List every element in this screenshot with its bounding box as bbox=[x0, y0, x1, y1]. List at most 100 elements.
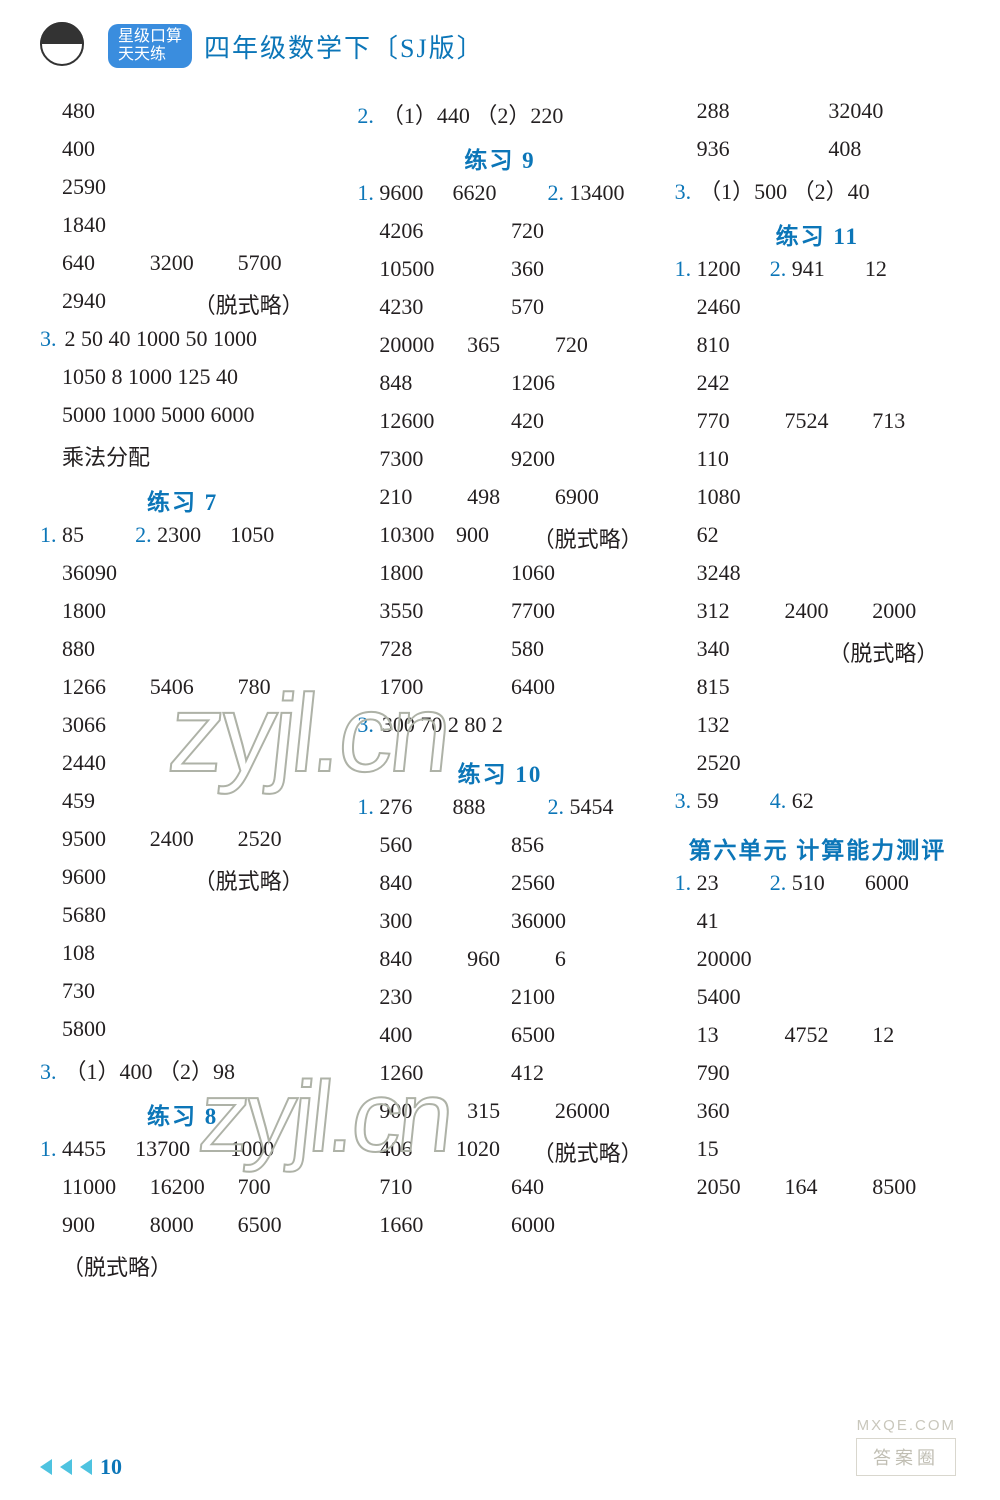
answer-cell: 8500 bbox=[872, 1174, 960, 1200]
answer-row: 41 bbox=[675, 908, 960, 946]
answer-cell: 9200 bbox=[511, 446, 643, 472]
answer-row: 1050 8 1000 125 40 bbox=[40, 364, 325, 402]
answer-cell: 9600 bbox=[62, 864, 194, 896]
answer-cell: 3248 bbox=[697, 560, 741, 586]
answer-cell: 459 bbox=[62, 788, 95, 814]
answer-row: 242 bbox=[675, 370, 960, 408]
column-3: 288320409364083.（1）500 （2）40练习 111. 1200… bbox=[675, 98, 960, 1408]
answer-cell: 7700 bbox=[511, 598, 643, 624]
item-number: 1. bbox=[675, 870, 697, 895]
answer-row: 1. 2768882. 5454 bbox=[357, 794, 642, 832]
answer-cell: 1000 bbox=[230, 1136, 325, 1162]
answer-cell: （脱式略） bbox=[533, 1136, 643, 1168]
page-footer: 10 bbox=[40, 1454, 122, 1480]
answer-cell: 6500 bbox=[238, 1212, 326, 1238]
answer-cell: 312 bbox=[697, 598, 785, 624]
watermark-box: 答案圈 bbox=[856, 1438, 956, 1476]
answer-row: 2940（脱式略） bbox=[40, 288, 325, 326]
answer-cell: 1020 bbox=[456, 1136, 533, 1168]
answer-row: 2104986900 bbox=[357, 484, 642, 522]
item-number: 3. bbox=[357, 712, 374, 738]
answer-cell: 5000 1000 5000 6000 bbox=[62, 402, 255, 428]
column-1: 48040025901840640320057002940（脱式略）3.2 50… bbox=[40, 98, 325, 1408]
answer-row: 810 bbox=[675, 332, 960, 370]
answer-cell: 13700 bbox=[135, 1136, 230, 1162]
item-number: 3. bbox=[40, 1059, 57, 1085]
answer-row: 340（脱式略） bbox=[675, 636, 960, 674]
answer-row: 108 bbox=[40, 940, 325, 978]
answer-cell: 300 bbox=[379, 908, 511, 934]
answer-cell: 32040 bbox=[828, 98, 960, 124]
answer-row: 1. 852. 23001050 bbox=[40, 522, 325, 560]
answer-cell: 41 bbox=[697, 908, 719, 934]
answer-cell: 2050 bbox=[697, 1174, 785, 1200]
answer-row: 3.2 50 40 1000 50 1000 bbox=[40, 326, 325, 364]
answer-cell: 1. 9600 bbox=[357, 180, 452, 206]
answer-cell: 1266 bbox=[62, 674, 150, 700]
item-number: 1. bbox=[357, 794, 379, 819]
answer-row: 20000 bbox=[675, 946, 960, 984]
item-number: 2. bbox=[357, 103, 374, 129]
answer-row: 4206720 bbox=[357, 218, 642, 256]
answer-cell: 5400 bbox=[697, 984, 741, 1010]
answer-cell: 2940 bbox=[62, 288, 194, 320]
answer-cell: 770 bbox=[697, 408, 785, 434]
answer-cell: 5406 bbox=[150, 674, 238, 700]
answer-row: 1. 4455137001000 bbox=[40, 1136, 325, 1174]
chevron-icon bbox=[80, 1459, 92, 1475]
answer-row: 4230570 bbox=[357, 294, 642, 332]
answer-cell: 5700 bbox=[238, 250, 326, 276]
answer-cell: 728 bbox=[379, 636, 511, 662]
answer-cell: 4206 bbox=[379, 218, 511, 244]
item-number: 3. bbox=[40, 326, 57, 352]
answer-cell: 6400 bbox=[511, 674, 643, 700]
answer-cell: 960 bbox=[467, 946, 555, 972]
answer-cell: 12 bbox=[872, 1022, 960, 1048]
answer-cell: 400 bbox=[379, 1022, 511, 1048]
answer-cell: 2520 bbox=[697, 750, 741, 776]
answer-cell: 3200 bbox=[150, 250, 238, 276]
answer-row: 3. （1）400 （2）98 bbox=[40, 1054, 325, 1092]
answer-row: 8481206 bbox=[357, 370, 642, 408]
answer-cell: 132 bbox=[697, 712, 730, 738]
answer-row: 36090 bbox=[40, 560, 325, 598]
answer-cell: 12 bbox=[865, 256, 960, 282]
answer-cell: 6900 bbox=[555, 484, 643, 510]
item-number: 1. bbox=[675, 256, 697, 281]
answer-cell: 4230 bbox=[379, 294, 511, 320]
answer-row: 728580 bbox=[357, 636, 642, 674]
answer-row: 8402560 bbox=[357, 870, 642, 908]
answer-cell: 3. 59 bbox=[675, 788, 770, 814]
answer-row: 12665406780 bbox=[40, 674, 325, 712]
answer-cell: 164 bbox=[784, 1174, 872, 1200]
answer-row: 20000365720 bbox=[357, 332, 642, 370]
answer-row: 710640 bbox=[357, 1174, 642, 1212]
answer-cell: 720 bbox=[555, 332, 643, 358]
answer-cell: 110 bbox=[697, 446, 729, 472]
answer-cell: 3066 bbox=[62, 712, 106, 738]
answer-cell: 1840 bbox=[62, 212, 106, 238]
answer-cell: 856 bbox=[511, 832, 643, 858]
answer-row: 20501648500 bbox=[675, 1174, 960, 1212]
exercise-title: 练习 10 bbox=[357, 750, 642, 794]
bubble-line1: 星级口算 bbox=[118, 28, 182, 46]
answer-row: 1. 232. 5106000 bbox=[675, 870, 960, 908]
answer-row: 35507700 bbox=[357, 598, 642, 636]
answer-row: 13475212 bbox=[675, 1022, 960, 1060]
answer-cell: （1）400 （2）98 bbox=[65, 1054, 236, 1086]
answer-row: 15 bbox=[675, 1136, 960, 1174]
answer-cell: 406 bbox=[379, 1136, 456, 1168]
bubble-line2: 天天练 bbox=[118, 46, 182, 64]
answer-cell: 6500 bbox=[511, 1022, 643, 1048]
exercise-title: 练习 7 bbox=[40, 478, 325, 522]
answer-cell: 365 bbox=[467, 332, 555, 358]
answer-cell: 315 bbox=[467, 1098, 555, 1124]
answer-cell: 840 bbox=[379, 946, 467, 972]
answer-cell: 20000 bbox=[379, 332, 467, 358]
answer-row: 3.300 70 2 80 2 bbox=[357, 712, 642, 750]
exercise-title: 练习 8 bbox=[40, 1092, 325, 1136]
answer-cell: 7524 bbox=[784, 408, 872, 434]
answer-cell: 6000 bbox=[511, 1212, 643, 1238]
answer-row: 90080006500 bbox=[40, 1212, 325, 1250]
answer-cell: 230 bbox=[379, 984, 511, 1010]
